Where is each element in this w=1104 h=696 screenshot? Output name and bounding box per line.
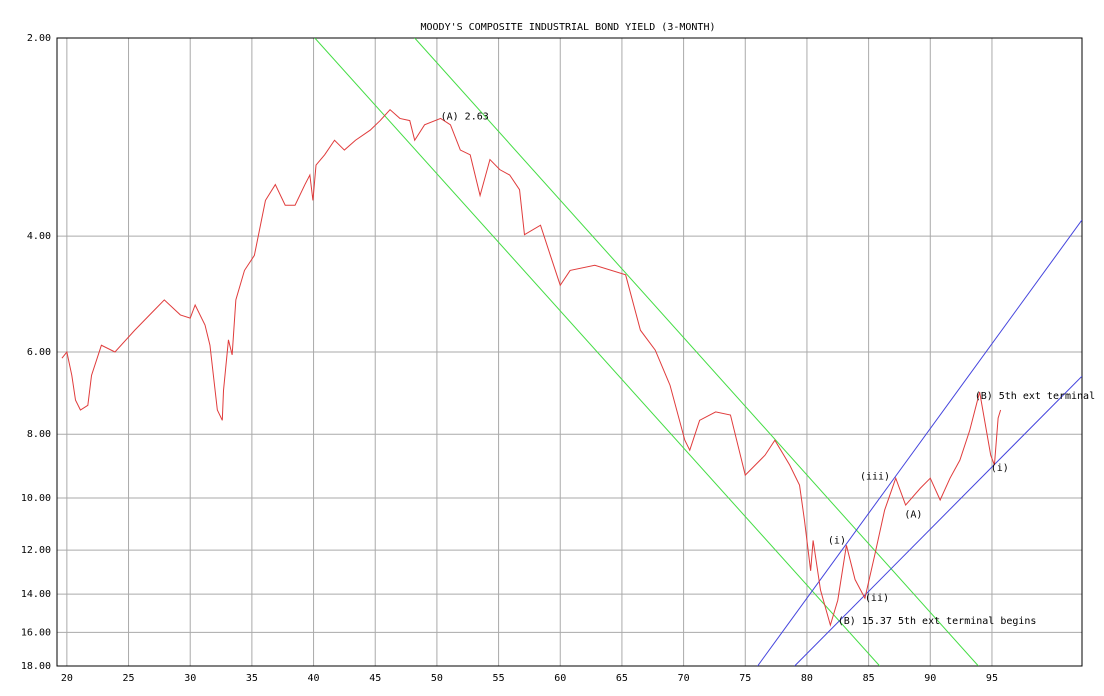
x-tick-label: 25 [123,673,135,684]
annotation: (i) [828,535,846,546]
channel-line [794,375,1082,666]
channel-line [314,38,881,666]
x-tick-label: 55 [493,673,505,684]
x-tick-label: 95 [986,673,998,684]
x-tick-label: 65 [616,673,628,684]
x-tick-label: 60 [554,673,566,684]
annotation: (A) [904,510,922,521]
x-tick-label: 20 [61,673,73,684]
annotation: (B) 15.37 5th ext terminal begins [838,616,1037,627]
y-tick-label: 16.00 [21,627,51,638]
x-tick-label: 80 [801,673,813,684]
annotation: (iii) [860,471,890,482]
plot-frame [56,37,1083,667]
y-tick-label: 4.00 [27,231,51,242]
x-tick-label: 70 [678,673,690,684]
x-tick-label: 50 [431,673,443,684]
channel-line [757,219,1082,666]
annotation: (A) 2.63 [441,111,489,122]
y-tick-label: 14.00 [21,589,51,600]
x-tick-label: 85 [863,673,875,684]
y-tick-label: 8.00 [27,429,51,440]
channel-line [414,38,979,666]
y-tick-label: 2.00 [27,33,51,44]
annotation: (B) 5th ext terminal [975,391,1095,402]
annotation: (ii) [865,593,889,604]
plot-area [61,38,1082,666]
x-tick-label: 75 [739,673,751,684]
x-tick-label: 45 [369,673,381,684]
x-tick-label: 40 [308,673,320,684]
y-tick-label: 12.00 [21,545,51,556]
y-tick-label: 18.00 [21,661,51,672]
yield-line [61,108,1002,627]
annotation: (i) [991,463,1009,474]
x-tick-label: 35 [246,673,258,684]
y-tick-label: 10.00 [21,493,51,504]
x-tick-label: 90 [924,673,936,684]
chart-title: MOODY'S COMPOSITE INDUSTRIAL BOND YIELD … [420,22,715,33]
x-tick-label: 30 [184,673,196,684]
y-tick-label: 6.00 [27,347,51,358]
